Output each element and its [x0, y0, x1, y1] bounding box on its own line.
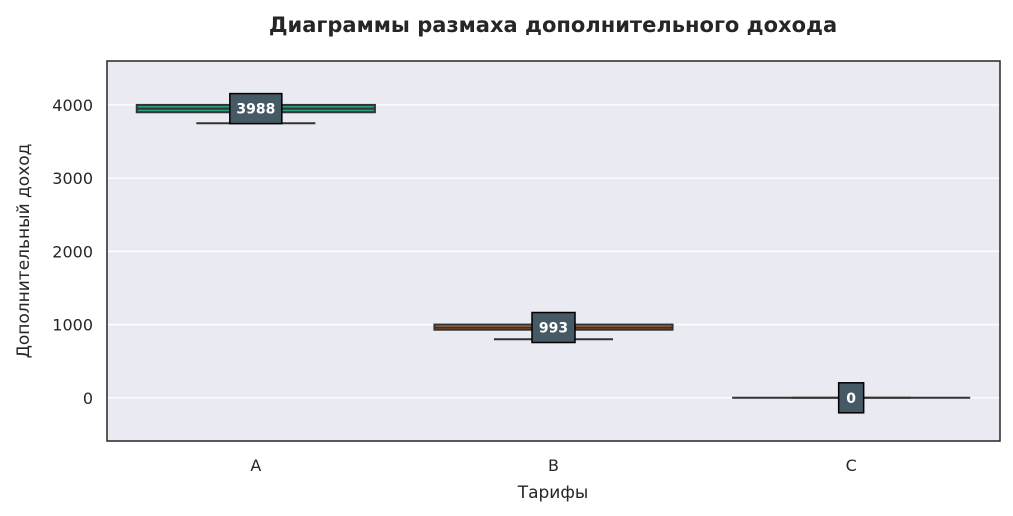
- box-group-C: 0: [732, 382, 971, 414]
- median-label: 3988: [236, 102, 275, 118]
- y-axis-ticks: 0 1000 2000 3000 4000: [52, 96, 93, 408]
- x-tick-label: A: [250, 456, 261, 475]
- median-label-box: [531, 311, 576, 344]
- y-tick-label: 1000: [52, 316, 93, 335]
- plot-frame: [106, 60, 1001, 442]
- x-axis-ticks: A B C: [250, 456, 856, 475]
- y-axis-label: Дополнительный доход: [14, 144, 34, 359]
- x-tick-label: B: [548, 456, 559, 475]
- x-axis-label: Тарифы: [517, 483, 589, 503]
- median-label-box: [837, 382, 865, 414]
- box-group-A: 3988: [135, 92, 376, 125]
- median-label: 993: [539, 321, 568, 337]
- y-tick-label: 4000: [52, 96, 93, 115]
- boxes-group: 3988 993 0: [135, 92, 971, 414]
- y-tick-label: 0: [83, 389, 93, 408]
- median-label-box: [229, 92, 283, 125]
- box-group-B: 993: [433, 311, 674, 344]
- y-tick-label: 2000: [52, 242, 93, 261]
- chart-title: Диаграммы размаха дополнительного дохода: [269, 13, 837, 37]
- x-tick-label: C: [846, 456, 857, 475]
- median-label: 0: [846, 391, 856, 407]
- y-tick-label: 3000: [52, 169, 93, 188]
